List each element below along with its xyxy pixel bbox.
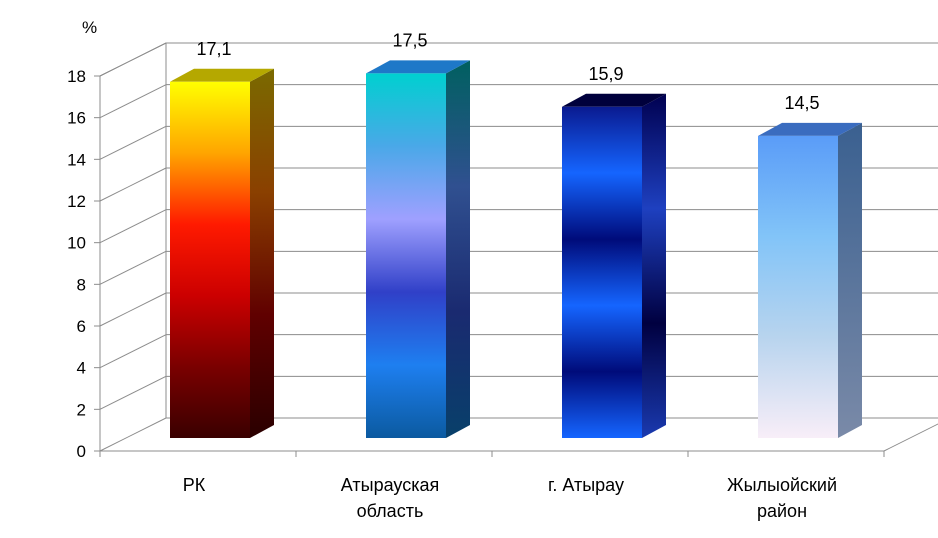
y-tick-label: 0 — [77, 442, 86, 461]
y-tick-label: 8 — [77, 275, 86, 294]
x-tick-label: район — [757, 501, 807, 521]
gridline-side — [99, 250, 167, 285]
floor-right-edge — [883, 423, 938, 452]
gridline-side — [99, 125, 167, 160]
gridline-side — [99, 42, 167, 77]
x-tick-label: РК — [183, 475, 206, 495]
bar-front-face — [170, 81, 250, 438]
bar — [562, 93, 666, 438]
chart-axes: 0 2 4 6 8 10 12 14 16 18 — [67, 67, 885, 461]
y-tick-label: 12 — [67, 192, 86, 211]
bar-top-face — [562, 93, 666, 107]
chart-bars — [170, 60, 862, 439]
chart-labels: 17,1 РК 17,5 Атырауская область 15,9 г. Атырау… — [183, 30, 837, 521]
bar-top-face — [366, 60, 470, 74]
y-tick-label: 10 — [67, 234, 86, 253]
bar-side-face — [838, 122, 862, 439]
bar — [170, 68, 274, 438]
x-tick-label: Атырауская — [341, 475, 439, 495]
x-tick-label: Жылыойский — [727, 475, 837, 495]
bar-side-face — [446, 60, 470, 439]
gridline-side — [99, 292, 167, 327]
y-tick-label: 6 — [77, 317, 86, 336]
y-tick-label: 4 — [77, 359, 86, 378]
bar-front-face — [562, 106, 642, 438]
data-label: 17,5 — [392, 30, 427, 50]
x-tick-label: область — [357, 501, 424, 521]
gridline-side — [99, 334, 167, 369]
gridline-side — [99, 417, 167, 452]
y-tick-label: 18 — [67, 67, 86, 86]
bar-front-face — [758, 135, 838, 438]
gridline-side — [99, 84, 167, 119]
data-label: 15,9 — [588, 64, 623, 84]
bar — [366, 60, 470, 439]
x-tick-label: г. Атырау — [548, 475, 624, 495]
bar — [758, 122, 862, 439]
bar-front-face — [366, 73, 446, 439]
y-tick-label: 2 — [77, 400, 86, 419]
bar-side-face — [250, 68, 274, 438]
bar-top-face — [758, 122, 862, 136]
bar-side-face — [642, 93, 666, 438]
data-label: 17,1 — [196, 39, 231, 59]
gridline-side — [99, 167, 167, 202]
y-tick-label: 14 — [67, 150, 86, 169]
data-label: 14,5 — [784, 93, 819, 113]
gridline-side — [99, 209, 167, 244]
y-axis-label: % — [82, 18, 97, 37]
gridline-side — [99, 375, 167, 410]
bar-top-face — [170, 68, 274, 82]
y-tick-label: 16 — [67, 109, 86, 128]
